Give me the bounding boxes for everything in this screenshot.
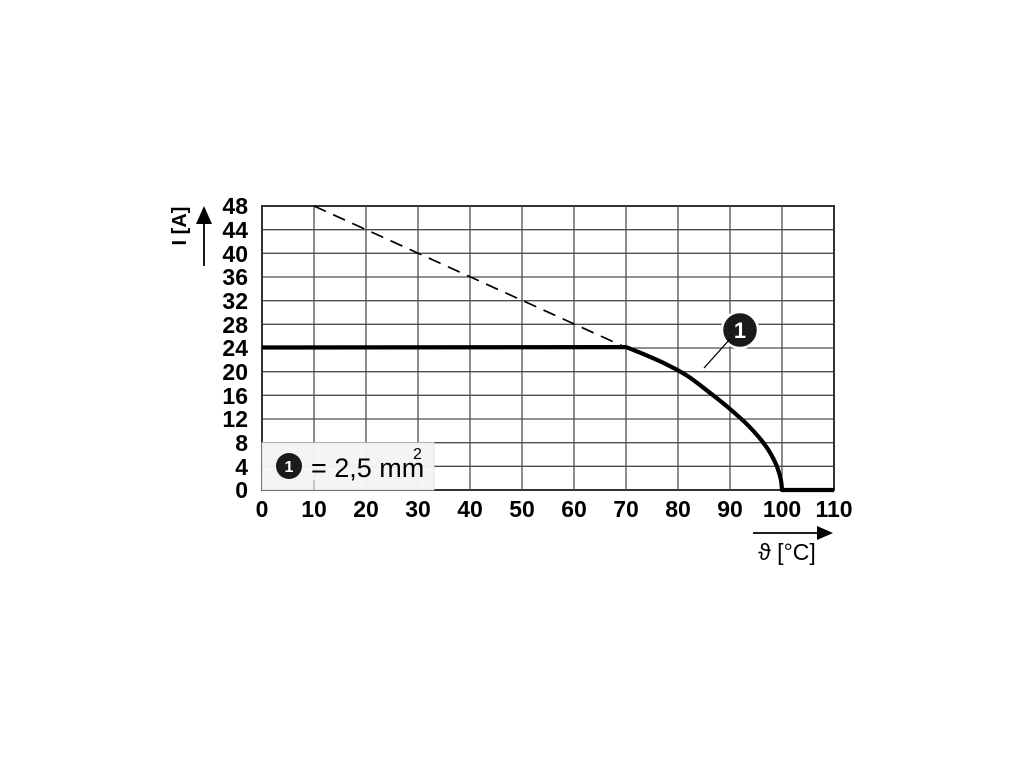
svg-text:I [A]: I [A] (169, 207, 191, 246)
svg-text:12: 12 (222, 406, 248, 432)
svg-text:36: 36 (222, 264, 248, 290)
svg-text:0: 0 (256, 496, 269, 522)
svg-text:40: 40 (457, 496, 483, 522)
svg-text:30: 30 (405, 496, 431, 522)
svg-text:24: 24 (222, 335, 248, 361)
svg-text:1: 1 (285, 459, 294, 476)
svg-text:50: 50 (509, 496, 535, 522)
svg-text:8: 8 (235, 430, 248, 456)
svg-text:32: 32 (222, 288, 248, 314)
svg-text:100: 100 (763, 496, 801, 522)
svg-text:0: 0 (235, 477, 248, 503)
svg-text:90: 90 (717, 496, 743, 522)
svg-text:80: 80 (665, 496, 691, 522)
svg-text:20: 20 (353, 496, 379, 522)
svg-text:ϑ [°C]: ϑ [°C] (758, 539, 816, 565)
svg-text:10: 10 (301, 496, 327, 522)
svg-text:2: 2 (413, 446, 422, 463)
svg-text:20: 20 (222, 359, 248, 385)
svg-text:48: 48 (222, 193, 248, 219)
svg-text:= 2,5 mm: = 2,5 mm (311, 453, 424, 483)
svg-text:60: 60 (561, 496, 587, 522)
svg-text:70: 70 (613, 496, 639, 522)
svg-text:44: 44 (222, 217, 248, 243)
svg-text:110: 110 (815, 496, 852, 522)
svg-text:1: 1 (734, 318, 746, 343)
